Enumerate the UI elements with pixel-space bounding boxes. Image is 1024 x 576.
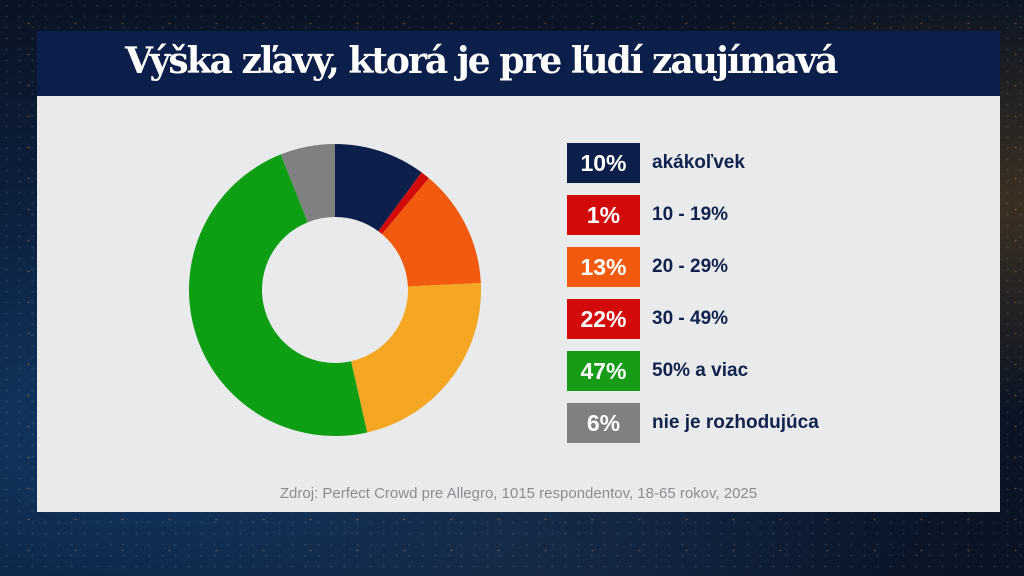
- legend-label: 20 - 29%: [652, 256, 729, 277]
- legend-value-badge: 6%: [567, 403, 640, 443]
- legend-label: nie je rozhodujúca: [652, 412, 819, 433]
- legend-label: 30 - 49%: [652, 308, 729, 329]
- legend-item: 6% nie je rozhodujúca: [567, 403, 819, 443]
- legend-value-badge: 13%: [567, 247, 640, 287]
- chart-panel: 10% akákoľvek 1% 10 - 19% 13% 20 - 29% 2…: [37, 96, 1000, 512]
- legend-value-badge: 47%: [567, 351, 640, 391]
- chart-title: Výška zľavy, ktorá je pre ľudí zaujímavá: [125, 40, 838, 82]
- legend-value-badge: 10%: [567, 143, 640, 183]
- donut-slice: [381, 178, 481, 287]
- legend-value-badge: 1%: [567, 195, 640, 235]
- donut-slice: [188, 154, 368, 437]
- donut-slice: [335, 143, 422, 232]
- donut-slice: [351, 283, 482, 433]
- legend: 10% akákoľvek 1% 10 - 19% 13% 20 - 29% 2…: [567, 143, 819, 455]
- legend-item: 10% akákoľvek: [567, 143, 819, 183]
- legend-item: 13% 20 - 29%: [567, 247, 819, 287]
- legend-item: 22% 30 - 49%: [567, 299, 819, 339]
- legend-label: 10 - 19%: [652, 204, 729, 225]
- donut-slice: [378, 172, 429, 235]
- legend-label: akákoľvek: [652, 152, 745, 173]
- legend-label: 50% a viac: [652, 360, 749, 381]
- source-note: Zdroj: Perfect Crowd pre Allegro, 1015 r…: [279, 485, 758, 502]
- infographic-card: Výška zľavy, ktorá je pre ľudí zaujímavá…: [37, 31, 1000, 512]
- donut-chart: [188, 143, 482, 437]
- legend-value-badge: 22%: [567, 299, 640, 339]
- donut-slice: [280, 143, 335, 223]
- legend-item: 1% 10 - 19%: [567, 195, 819, 235]
- title-bar: Výška zľavy, ktorá je pre ľudí zaujímavá: [37, 31, 1000, 96]
- legend-item: 47% 50% a viac: [567, 351, 819, 391]
